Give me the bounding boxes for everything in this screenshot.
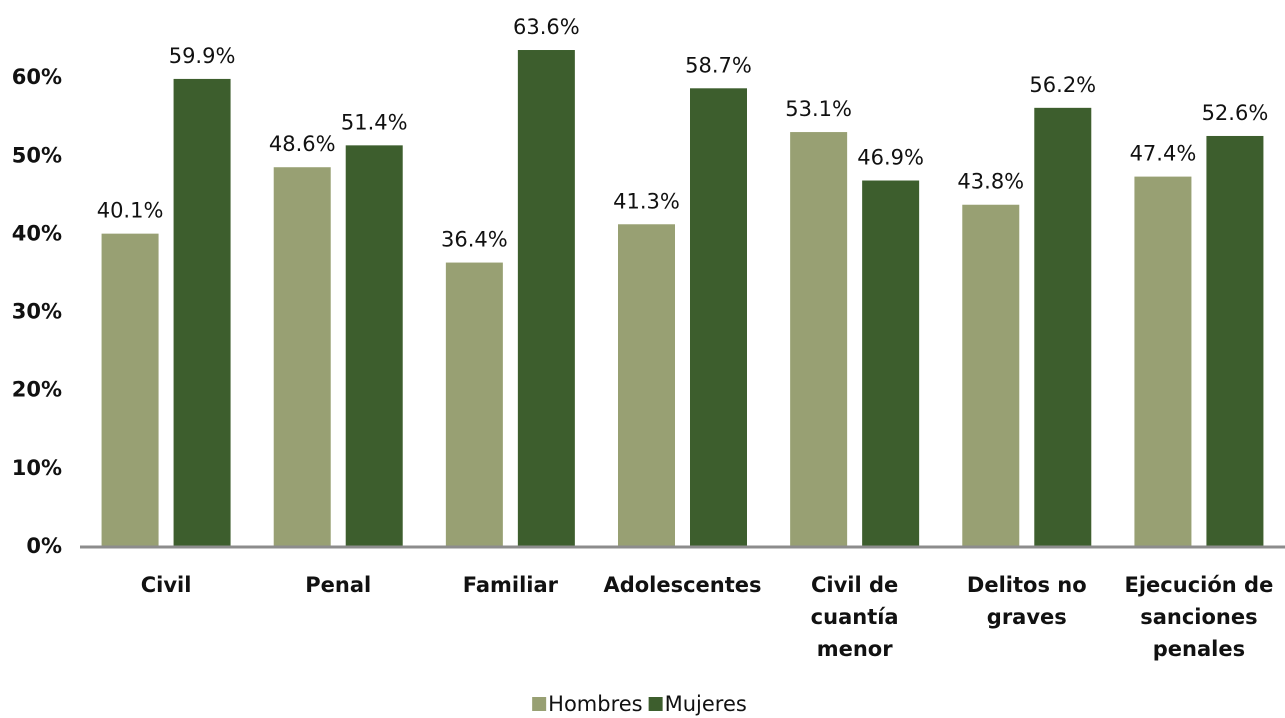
x-tick-label: Civil	[141, 573, 192, 597]
x-tick-label: Civil de cuantía menor	[811, 573, 899, 661]
value-label: 36.4%	[441, 228, 508, 252]
bar	[345, 145, 403, 548]
y-tick-label: 50%	[12, 143, 62, 167]
legend-swatch	[532, 697, 547, 711]
value-label: 56.2%	[1029, 73, 1096, 97]
x-tick-line: graves	[987, 605, 1067, 629]
y-tick-label: 0%	[26, 534, 62, 558]
bar	[790, 132, 848, 547]
value-label: 46.9%	[857, 146, 924, 170]
value-label: 51.4%	[341, 110, 408, 134]
bar	[1134, 176, 1192, 548]
bar	[862, 180, 920, 547]
x-tick-label: Penal	[305, 573, 371, 597]
bar	[517, 50, 575, 548]
bar	[690, 88, 747, 548]
bar	[273, 167, 331, 547]
value-label: 63.6%	[513, 15, 580, 39]
value-label: 58.7%	[685, 53, 752, 77]
x-tick-line: cuantía	[811, 605, 899, 629]
value-label: 53.1%	[785, 97, 852, 121]
x-tick-line: menor	[817, 637, 894, 661]
value-label: 59.9%	[169, 44, 236, 68]
value-label: 41.3%	[613, 189, 680, 213]
x-tick-line: penales	[1153, 637, 1245, 661]
x-tick-line: sanciones	[1140, 605, 1257, 629]
bar	[445, 262, 503, 547]
legend-label: Hombres	[548, 692, 642, 716]
value-label: 48.6%	[269, 132, 336, 156]
value-label: 47.4%	[1130, 142, 1197, 166]
legend-label: Mujeres	[665, 692, 747, 716]
x-tick-label: Ejecución de sanciones penales	[1125, 573, 1274, 661]
bar	[101, 233, 159, 547]
x-tick-line: Ejecución de	[1125, 573, 1274, 597]
y-tick-label: 30%	[12, 300, 62, 324]
y-tick-label: 20%	[12, 378, 62, 402]
bar	[962, 204, 1020, 547]
legend-swatch	[648, 697, 663, 711]
value-label: 43.8%	[957, 170, 1024, 194]
bar	[1206, 135, 1264, 547]
bar	[618, 224, 675, 547]
y-tick-label: 40%	[12, 221, 62, 245]
y-tick-label: 10%	[12, 456, 62, 480]
bar	[173, 78, 231, 547]
x-tick-line: Civil de	[811, 573, 898, 597]
x-tick-line: Delitos no	[967, 573, 1087, 597]
bar	[1034, 107, 1092, 547]
y-tick-label: 60%	[12, 65, 62, 89]
value-label: 52.6%	[1202, 101, 1269, 125]
legend: Hombres Mujeres	[532, 692, 747, 716]
x-tick-label: Familiar	[463, 573, 559, 597]
x-tick-label: Adolescentes	[603, 573, 761, 597]
x-tick-label: Delitos no graves	[967, 573, 1087, 629]
value-label: 40.1%	[97, 199, 164, 223]
